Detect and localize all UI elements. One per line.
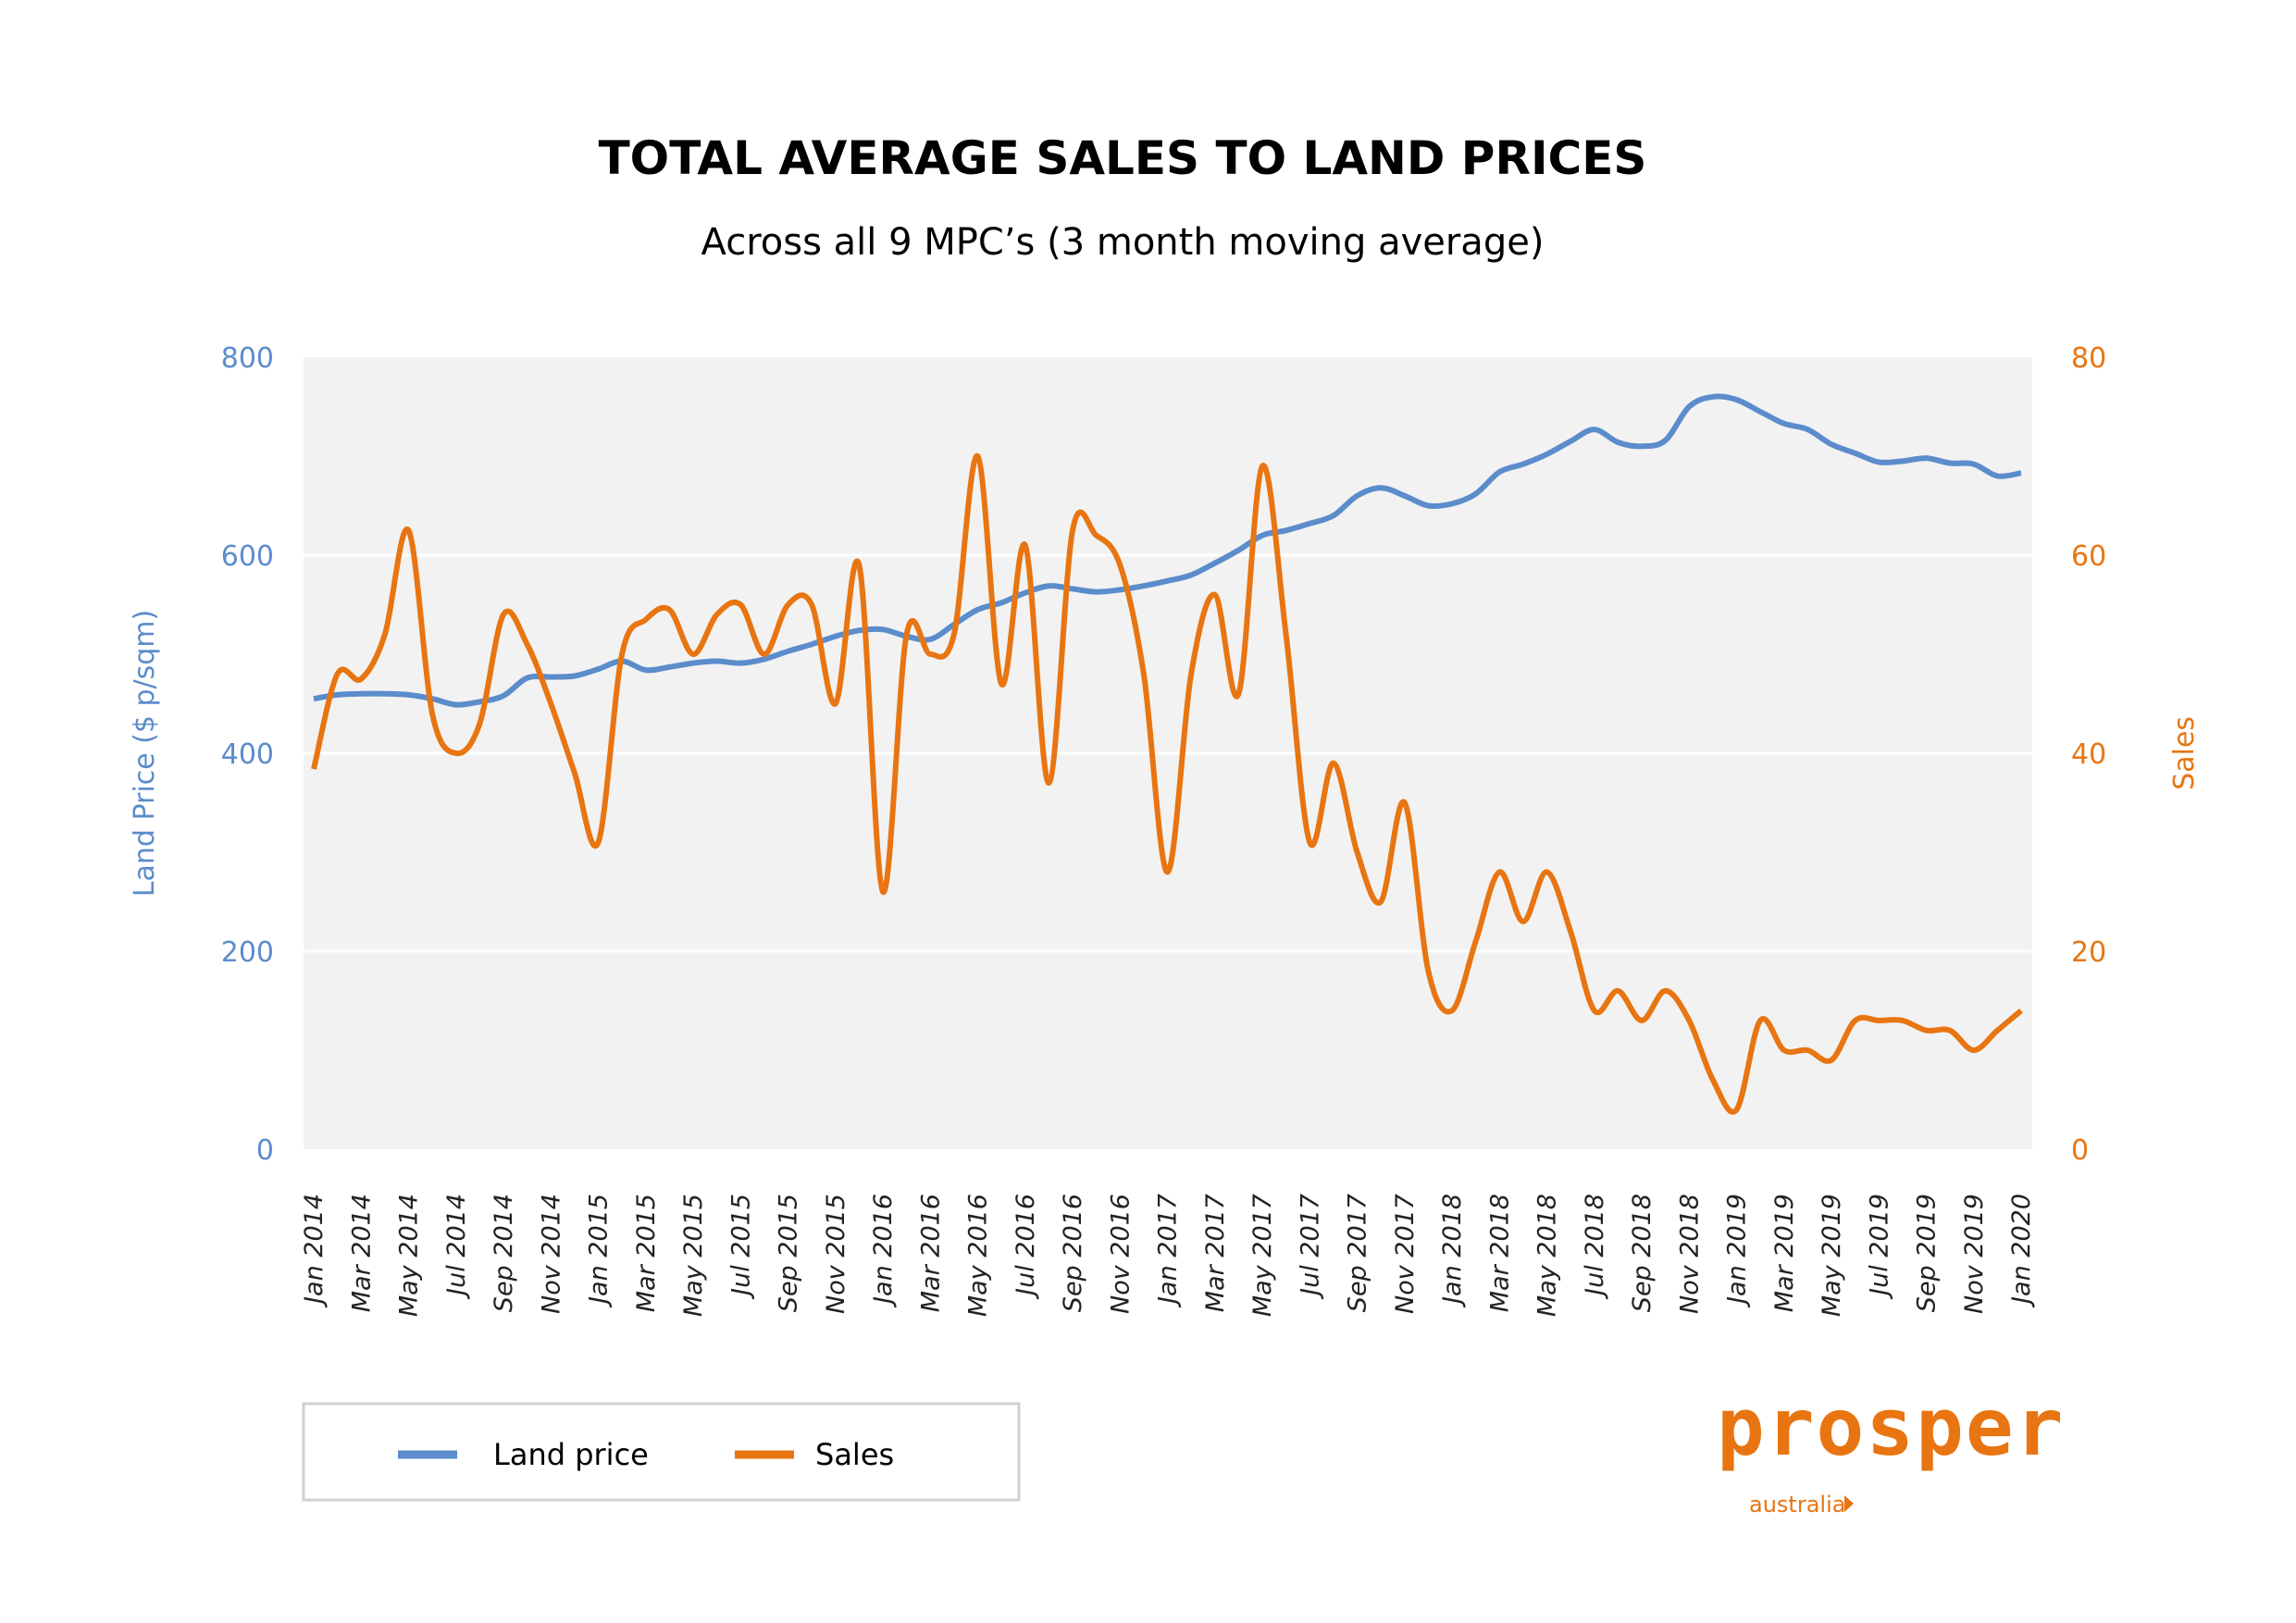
x-tick-label: Nov 2019 [1960,1194,1989,1314]
x-tick-label: Sep 2018 [1628,1194,1657,1312]
legend-label-land-price: Land price [493,1437,649,1472]
x-tick-label: Sep 2017 [1344,1194,1372,1312]
x-tick-label: Jan 2017 [1154,1194,1183,1308]
left-tick-label: 400 [221,738,274,771]
x-tick-label: Nov 2017 [1391,1194,1420,1314]
right-tick-label: 40 [2071,738,2106,771]
x-tick-label: Jan 2018 [1438,1194,1467,1308]
right-tick-label: 0 [2071,1134,2089,1167]
legend-label-sales: Sales [815,1437,894,1472]
x-tick-label: May 2019 [1818,1194,1846,1317]
x-tick-label: Jul 2019 [1865,1194,1893,1300]
right-axis-ticks: 0 20 40 60 80 [2071,342,2106,1167]
left-axis-label: Land Price ($ p/sqm) [129,610,161,898]
left-tick-label: 600 [221,540,274,573]
right-tick-label: 80 [2071,342,2106,375]
x-tick-label: Jan 2019 [1723,1194,1752,1308]
left-tick-label: 0 [256,1134,274,1167]
x-tick-label: Jul 2018 [1581,1194,1609,1300]
x-tick-label: May 2014 [395,1194,424,1317]
x-tick-label: May 2017 [1248,1194,1277,1317]
x-tick-label: Nov 2015 [822,1194,850,1314]
series-line-land-price [313,393,2022,708]
right-tick-label: 60 [2071,540,2106,573]
x-tick-label: Mar 2018 [1485,1194,1514,1312]
x-tick-label: Jan 2020 [2007,1194,2036,1308]
x-tick-label: May 2015 [679,1194,708,1317]
x-tick-label: May 2016 [964,1194,993,1317]
x-tick-label: Sep 2019 [1913,1194,1942,1312]
logo-arrow-icon [1844,1495,1854,1512]
x-tick-label: Jan 2016 [869,1194,898,1308]
x-tick-label: Jan 2014 [300,1194,329,1308]
x-tick-label: Jul 2016 [1011,1194,1040,1300]
legend: Land price Sales [302,1402,1021,1502]
x-tick-label: Jul 2014 [442,1194,471,1300]
prosper-logo: prosper australia [1717,1381,2065,1518]
left-axis-ticks: 0 200 400 600 800 [221,342,274,1167]
right-tick-label: 20 [2071,936,2106,969]
x-tick-label: Sep 2014 [490,1194,518,1312]
x-axis-ticks: Jan 2014 Mar 2014 May 2014 Jul 2014 Sep 2014… [300,1194,2036,1317]
x-tick-label: Nov 2018 [1675,1194,1704,1314]
logo-subtext: australia [1749,1492,1845,1518]
x-tick-label: May 2018 [1533,1194,1562,1317]
x-tick-label: Jul 2015 [726,1194,755,1300]
chart-subtitle: Across all 9 MPC’s (3 month moving avera… [701,221,1545,264]
left-tick-label: 200 [221,936,274,969]
x-tick-label: Mar 2019 [1770,1194,1799,1312]
x-tick-label: Jan 2015 [585,1194,614,1308]
gridlines [304,553,2032,953]
x-tick-label: Nov 2014 [537,1194,565,1314]
x-tick-label: Sep 2016 [1059,1194,1087,1312]
x-tick-label: Mar 2014 [347,1194,376,1312]
x-tick-label: Mar 2015 [632,1194,661,1312]
right-axis-label: Sales [2168,716,2201,790]
left-tick-label: 800 [221,342,274,375]
x-tick-label: Mar 2017 [1201,1194,1230,1312]
x-tick-label: Nov 2016 [1106,1194,1135,1314]
x-tick-label: Mar 2016 [916,1194,945,1312]
chart-title: TOTAL AVERAGE SALES TO LAND PRICES [599,131,1647,185]
logo-brand: prosper [1717,1381,2065,1474]
series-line-sales [311,452,2023,1115]
x-tick-label: Jul 2017 [1296,1194,1324,1300]
x-tick-label: Sep 2015 [775,1194,803,1312]
